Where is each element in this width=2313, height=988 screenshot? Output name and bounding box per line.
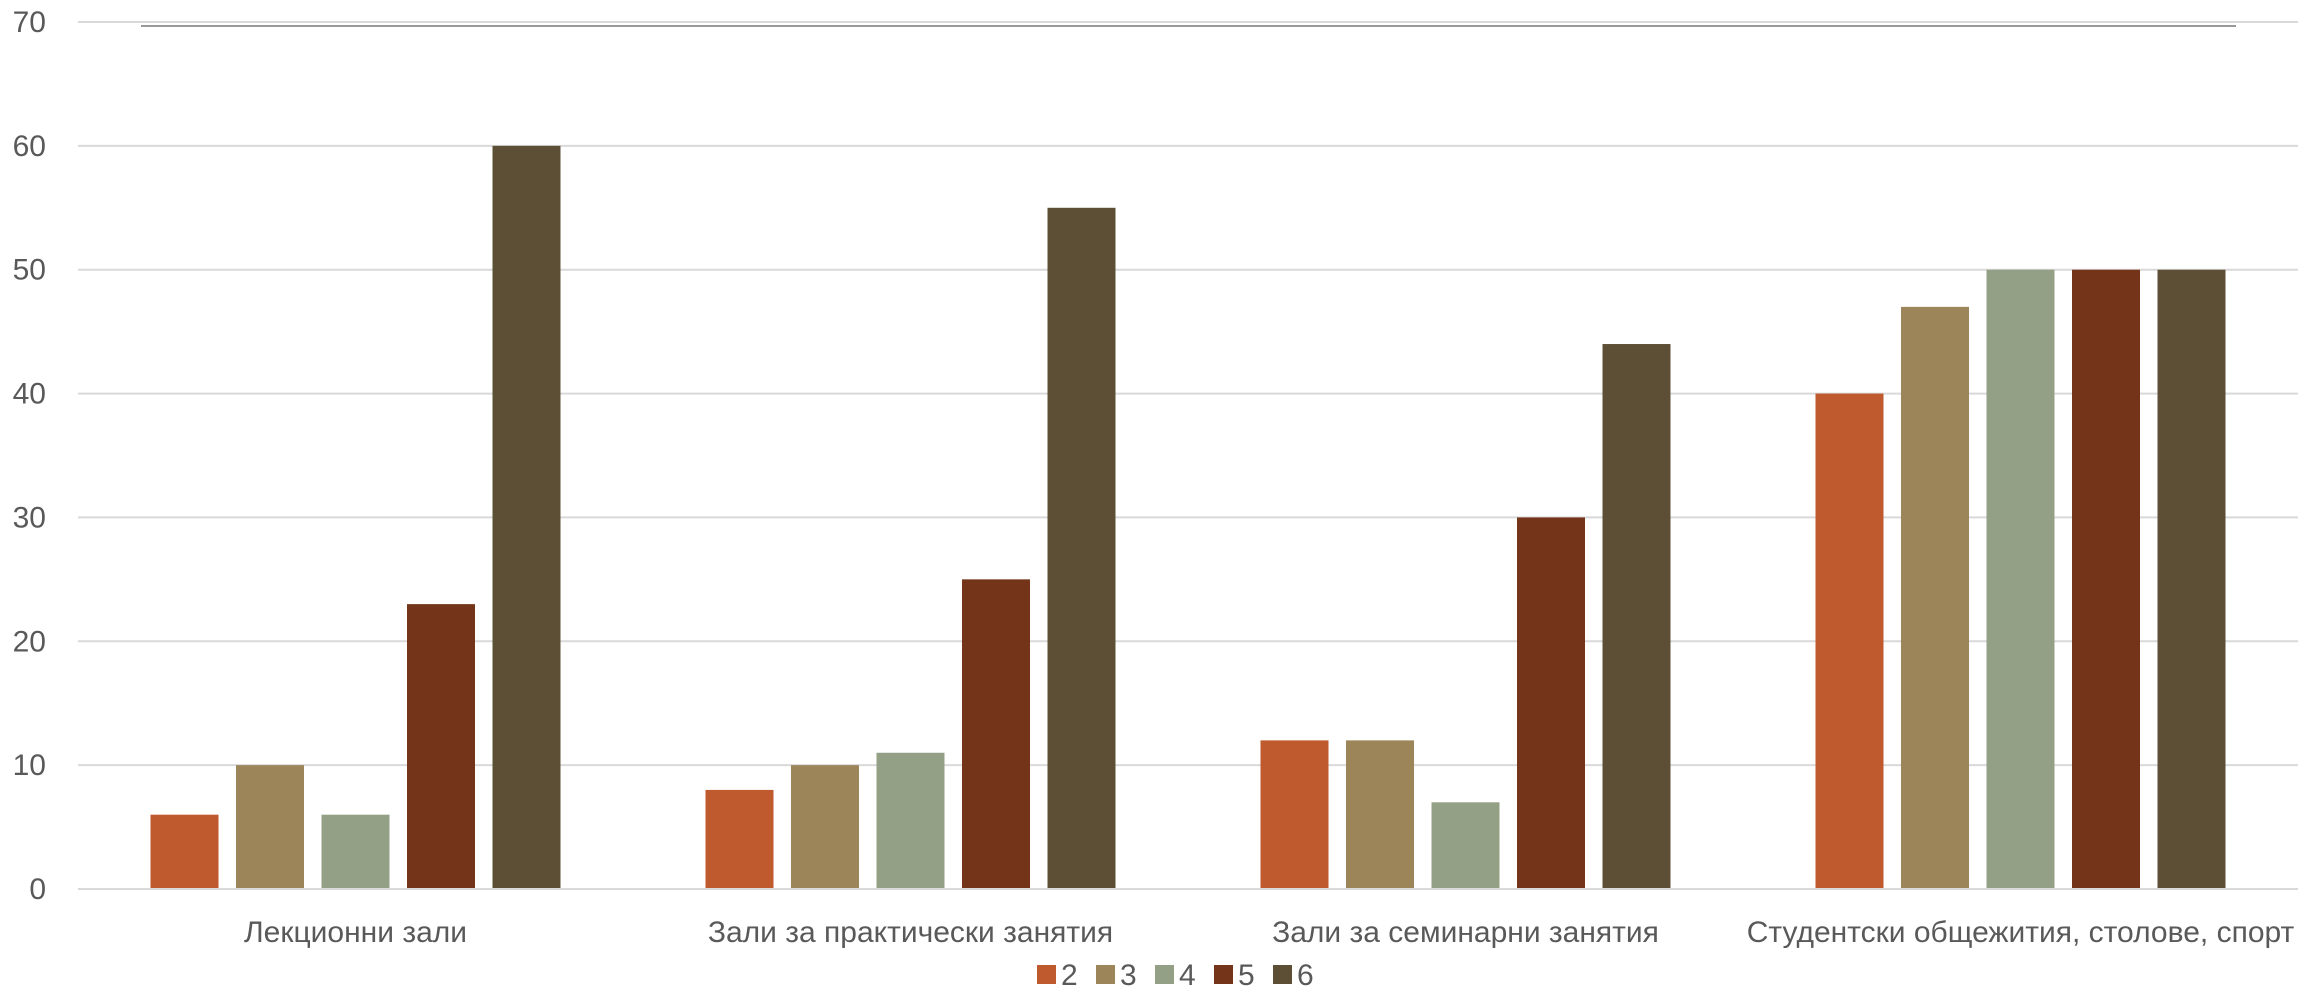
bar-3-3 — [1346, 740, 1414, 889]
legend-swatch — [1273, 965, 1292, 984]
bar-5-4 — [2072, 269, 2140, 889]
legend-swatch — [1155, 965, 1174, 984]
bar-6-3 — [1602, 344, 1671, 889]
bar-3-1 — [236, 765, 304, 889]
legend-label: 3 — [1120, 959, 1137, 988]
bar-4-1 — [321, 814, 390, 889]
bar-6-4 — [2157, 269, 2226, 889]
bars — [150, 145, 2226, 890]
category-labels: Лекционни зали Зали за практически заняти… — [244, 916, 2295, 949]
bar-4-2 — [876, 752, 945, 889]
bar-4-3 — [1431, 802, 1500, 889]
y-tick-label: 70 — [13, 6, 46, 39]
legend-label: 2 — [1061, 959, 1078, 988]
bar-2-4 — [1815, 393, 1884, 889]
bar-2-2 — [705, 789, 774, 889]
bar-5-3 — [1517, 517, 1585, 889]
bar-2-3 — [1260, 740, 1329, 889]
y-tick-label: 40 — [13, 378, 46, 411]
y-tick-label: 60 — [13, 130, 46, 163]
category-label: Зали за практически занятия — [708, 916, 1113, 949]
bar-6-2 — [1047, 207, 1116, 890]
legend-swatch — [1037, 965, 1056, 984]
bar-3-2 — [791, 765, 859, 889]
legend-swatch — [1096, 965, 1115, 984]
y-tick-label: 0 — [29, 873, 46, 906]
y-tick-label: 20 — [13, 625, 46, 658]
y-axis-ticks: 0 10 20 30 40 50 60 70 — [13, 6, 46, 906]
category-label: Лекционни зали — [244, 916, 467, 949]
bar-3-4 — [1901, 306, 1969, 889]
bar-5-2 — [962, 579, 1030, 889]
bar-5-1 — [407, 604, 475, 889]
y-tick-label: 10 — [13, 749, 46, 782]
category-label: Студентски общежития, столове, спорт — [1747, 916, 2295, 949]
legend-label: 5 — [1238, 959, 1255, 988]
y-tick-label: 50 — [13, 254, 46, 287]
y-tick-label: 30 — [13, 501, 46, 534]
bar-4-4 — [1986, 269, 2055, 889]
legend-label: 6 — [1297, 959, 1314, 988]
bar-2-1 — [150, 814, 219, 889]
legend: 2 3 4 5 6 — [1037, 959, 1314, 988]
legend-swatch — [1214, 965, 1233, 984]
bar-6-1 — [492, 145, 561, 889]
legend-label: 4 — [1179, 959, 1196, 988]
category-label: Зали за семинарни занятия — [1272, 916, 1659, 949]
